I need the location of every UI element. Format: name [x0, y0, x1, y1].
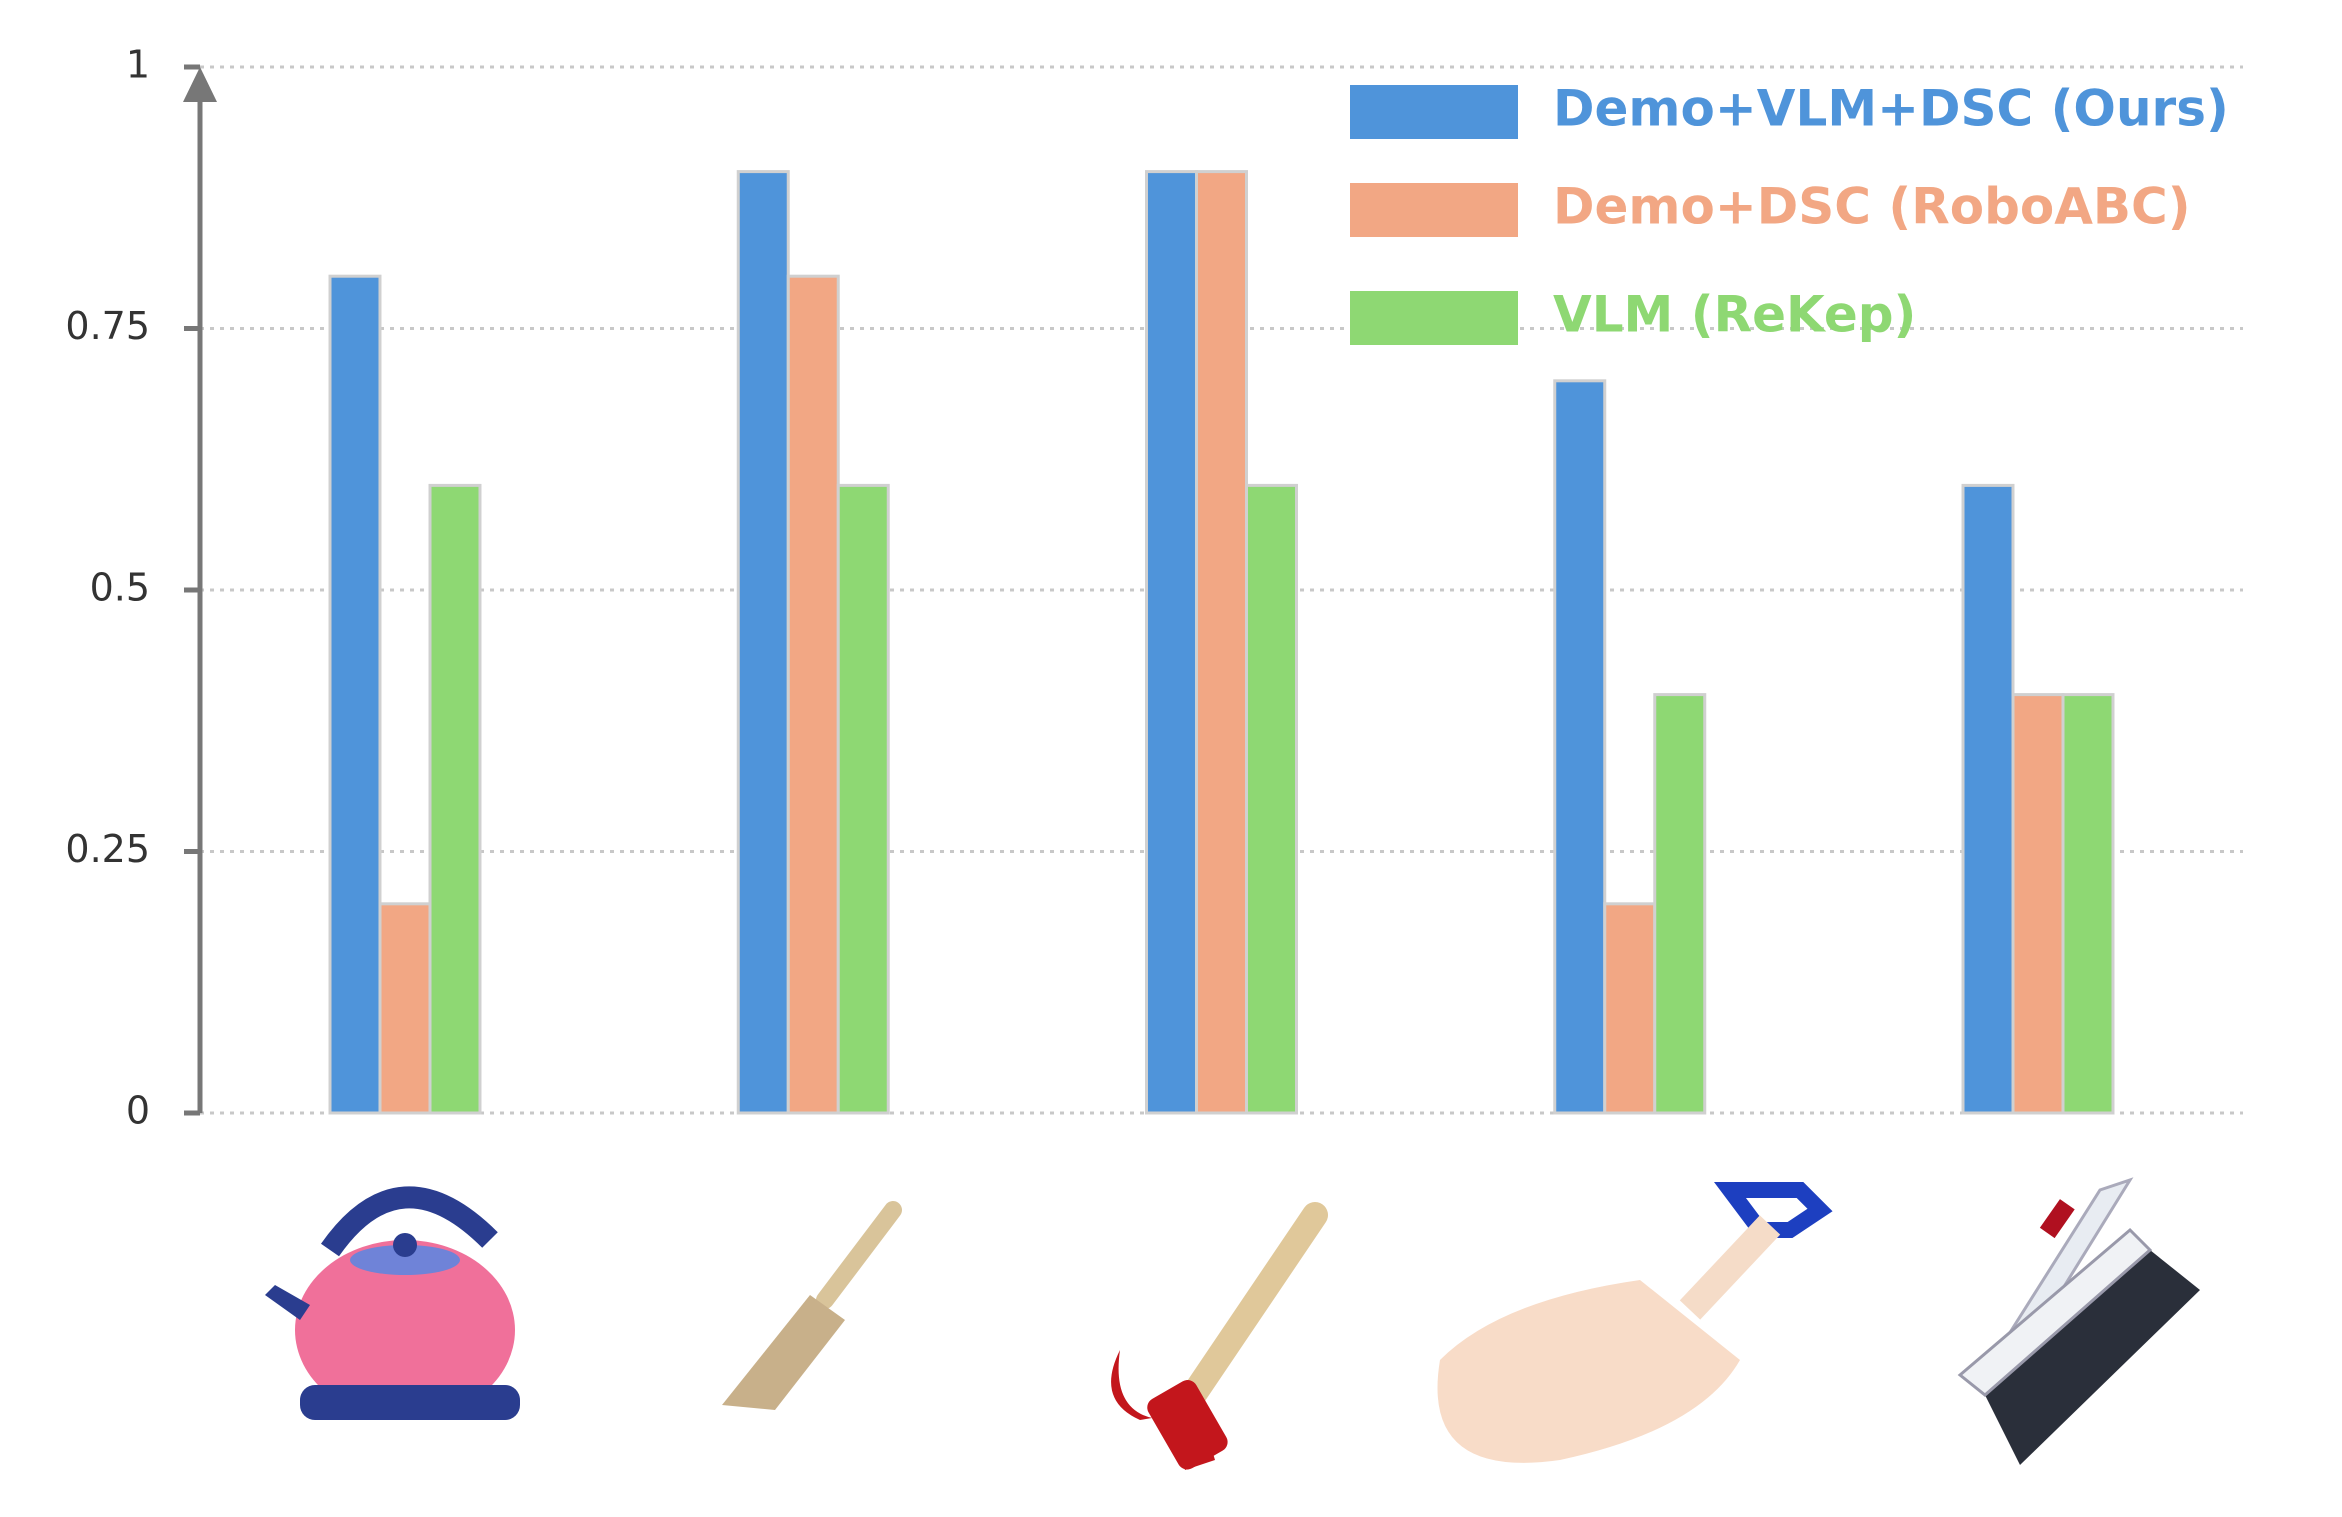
y-tick-label: 1	[126, 43, 150, 87]
bar	[1961, 483, 2015, 1115]
category-icons	[265, 1177, 2200, 1470]
bar	[1195, 170, 1248, 1115]
bar	[428, 483, 482, 1115]
y-tick-label: 0.5	[90, 566, 150, 610]
brush-icon	[1957, 1177, 2200, 1465]
bar	[1145, 170, 1198, 1115]
knife-icon	[722, 1201, 902, 1410]
y-axis-arrow	[183, 67, 217, 102]
legend-swatch	[1350, 183, 1518, 237]
bar	[1245, 483, 1298, 1115]
kettle-icon	[265, 1186, 520, 1420]
legend-label: VLM (ReKep)	[1553, 286, 1916, 344]
legend-swatch	[1350, 85, 1518, 139]
bar	[2061, 693, 2115, 1115]
shovel-icon	[1437, 1182, 1833, 1463]
bar	[1553, 379, 1607, 1115]
bar	[378, 902, 432, 1115]
bar	[328, 274, 382, 1115]
bar	[836, 483, 890, 1115]
bar	[1603, 902, 1657, 1115]
y-tick-label: 0.75	[65, 304, 150, 348]
hammer-icon	[1111, 1202, 1328, 1470]
bar	[2011, 693, 2065, 1115]
legend-label: Demo+VLM+DSC (Ours)	[1553, 80, 2229, 138]
y-tick-label: 0.25	[65, 827, 150, 871]
bar	[736, 170, 790, 1115]
bar	[1653, 693, 1707, 1115]
y-tick-label: 0	[126, 1089, 150, 1133]
legend-label: Demo+DSC (RoboABC)	[1553, 178, 2191, 236]
legend-swatch	[1350, 291, 1518, 345]
bar	[786, 274, 840, 1115]
